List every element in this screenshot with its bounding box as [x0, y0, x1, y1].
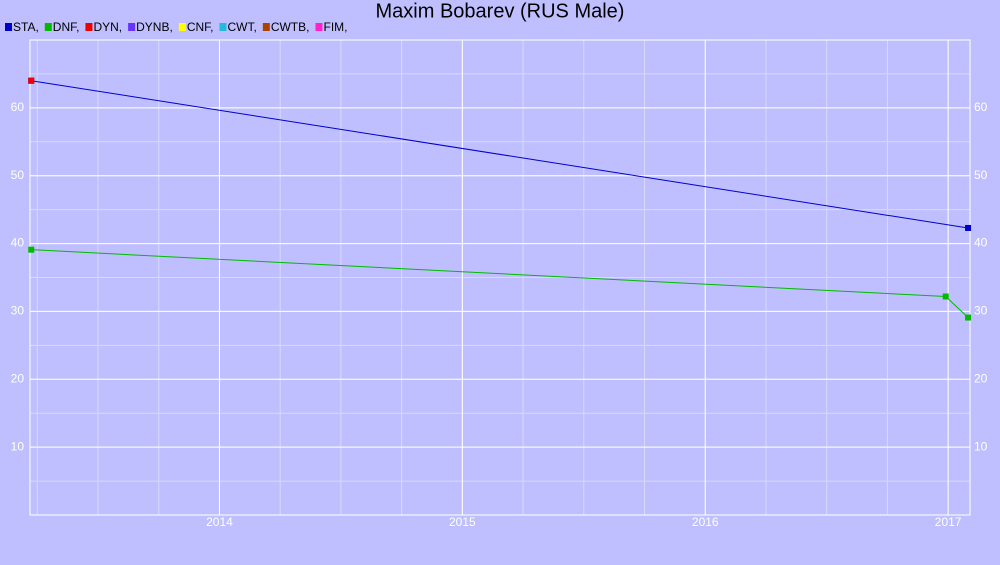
- series-line: [31, 249, 969, 318]
- legend-swatch: [128, 23, 136, 31]
- legend-swatch: [5, 23, 12, 31]
- legend-label: STA,: [13, 20, 39, 34]
- data-point: [942, 293, 949, 300]
- y-tick-label: 30: [11, 304, 25, 318]
- data-point: [965, 314, 972, 321]
- legend-label: CWT,: [227, 20, 256, 34]
- y-tick-label: 50: [11, 168, 25, 182]
- chart-title: Maxim Bobarev (RUS Male): [376, 0, 625, 22]
- y-tick-label-right: 30: [974, 304, 988, 318]
- y-tick-label-right: 40: [974, 236, 988, 250]
- legend-swatch: [219, 23, 227, 31]
- data-point: [28, 246, 35, 253]
- legend-label: DYN,: [93, 20, 122, 34]
- y-tick-label: 40: [11, 236, 25, 250]
- y-tick-label: 60: [11, 100, 25, 114]
- x-tick-label: 2017: [935, 515, 962, 529]
- y-tick-label: 20: [11, 371, 25, 385]
- data-point: [965, 224, 972, 231]
- x-tick-label: 2015: [449, 515, 476, 529]
- y-tick-label: 10: [11, 439, 25, 453]
- x-tick-label: 2016: [692, 515, 719, 529]
- series-line: [31, 80, 969, 229]
- y-tick-label-right: 10: [974, 439, 988, 453]
- data-point: [28, 77, 35, 84]
- y-tick-label-right: 50: [974, 168, 988, 182]
- legend-swatch: [44, 23, 52, 31]
- legend-swatch: [85, 23, 93, 31]
- legend-swatch: [178, 23, 186, 31]
- legend-label: DNF,: [53, 20, 80, 34]
- legend-swatch: [262, 23, 270, 31]
- y-tick-label-right: 20: [974, 371, 988, 385]
- legend-label: FIM,: [323, 20, 347, 34]
- y-tick-label-right: 60: [974, 100, 988, 114]
- plot-frame: [29, 39, 971, 516]
- legend-label: CWTB,: [271, 20, 310, 34]
- legend-label: CNF,: [187, 20, 214, 34]
- legend-swatch: [315, 23, 323, 31]
- legend-label: DYNB,: [136, 20, 173, 34]
- x-tick-label: 2014: [206, 515, 233, 529]
